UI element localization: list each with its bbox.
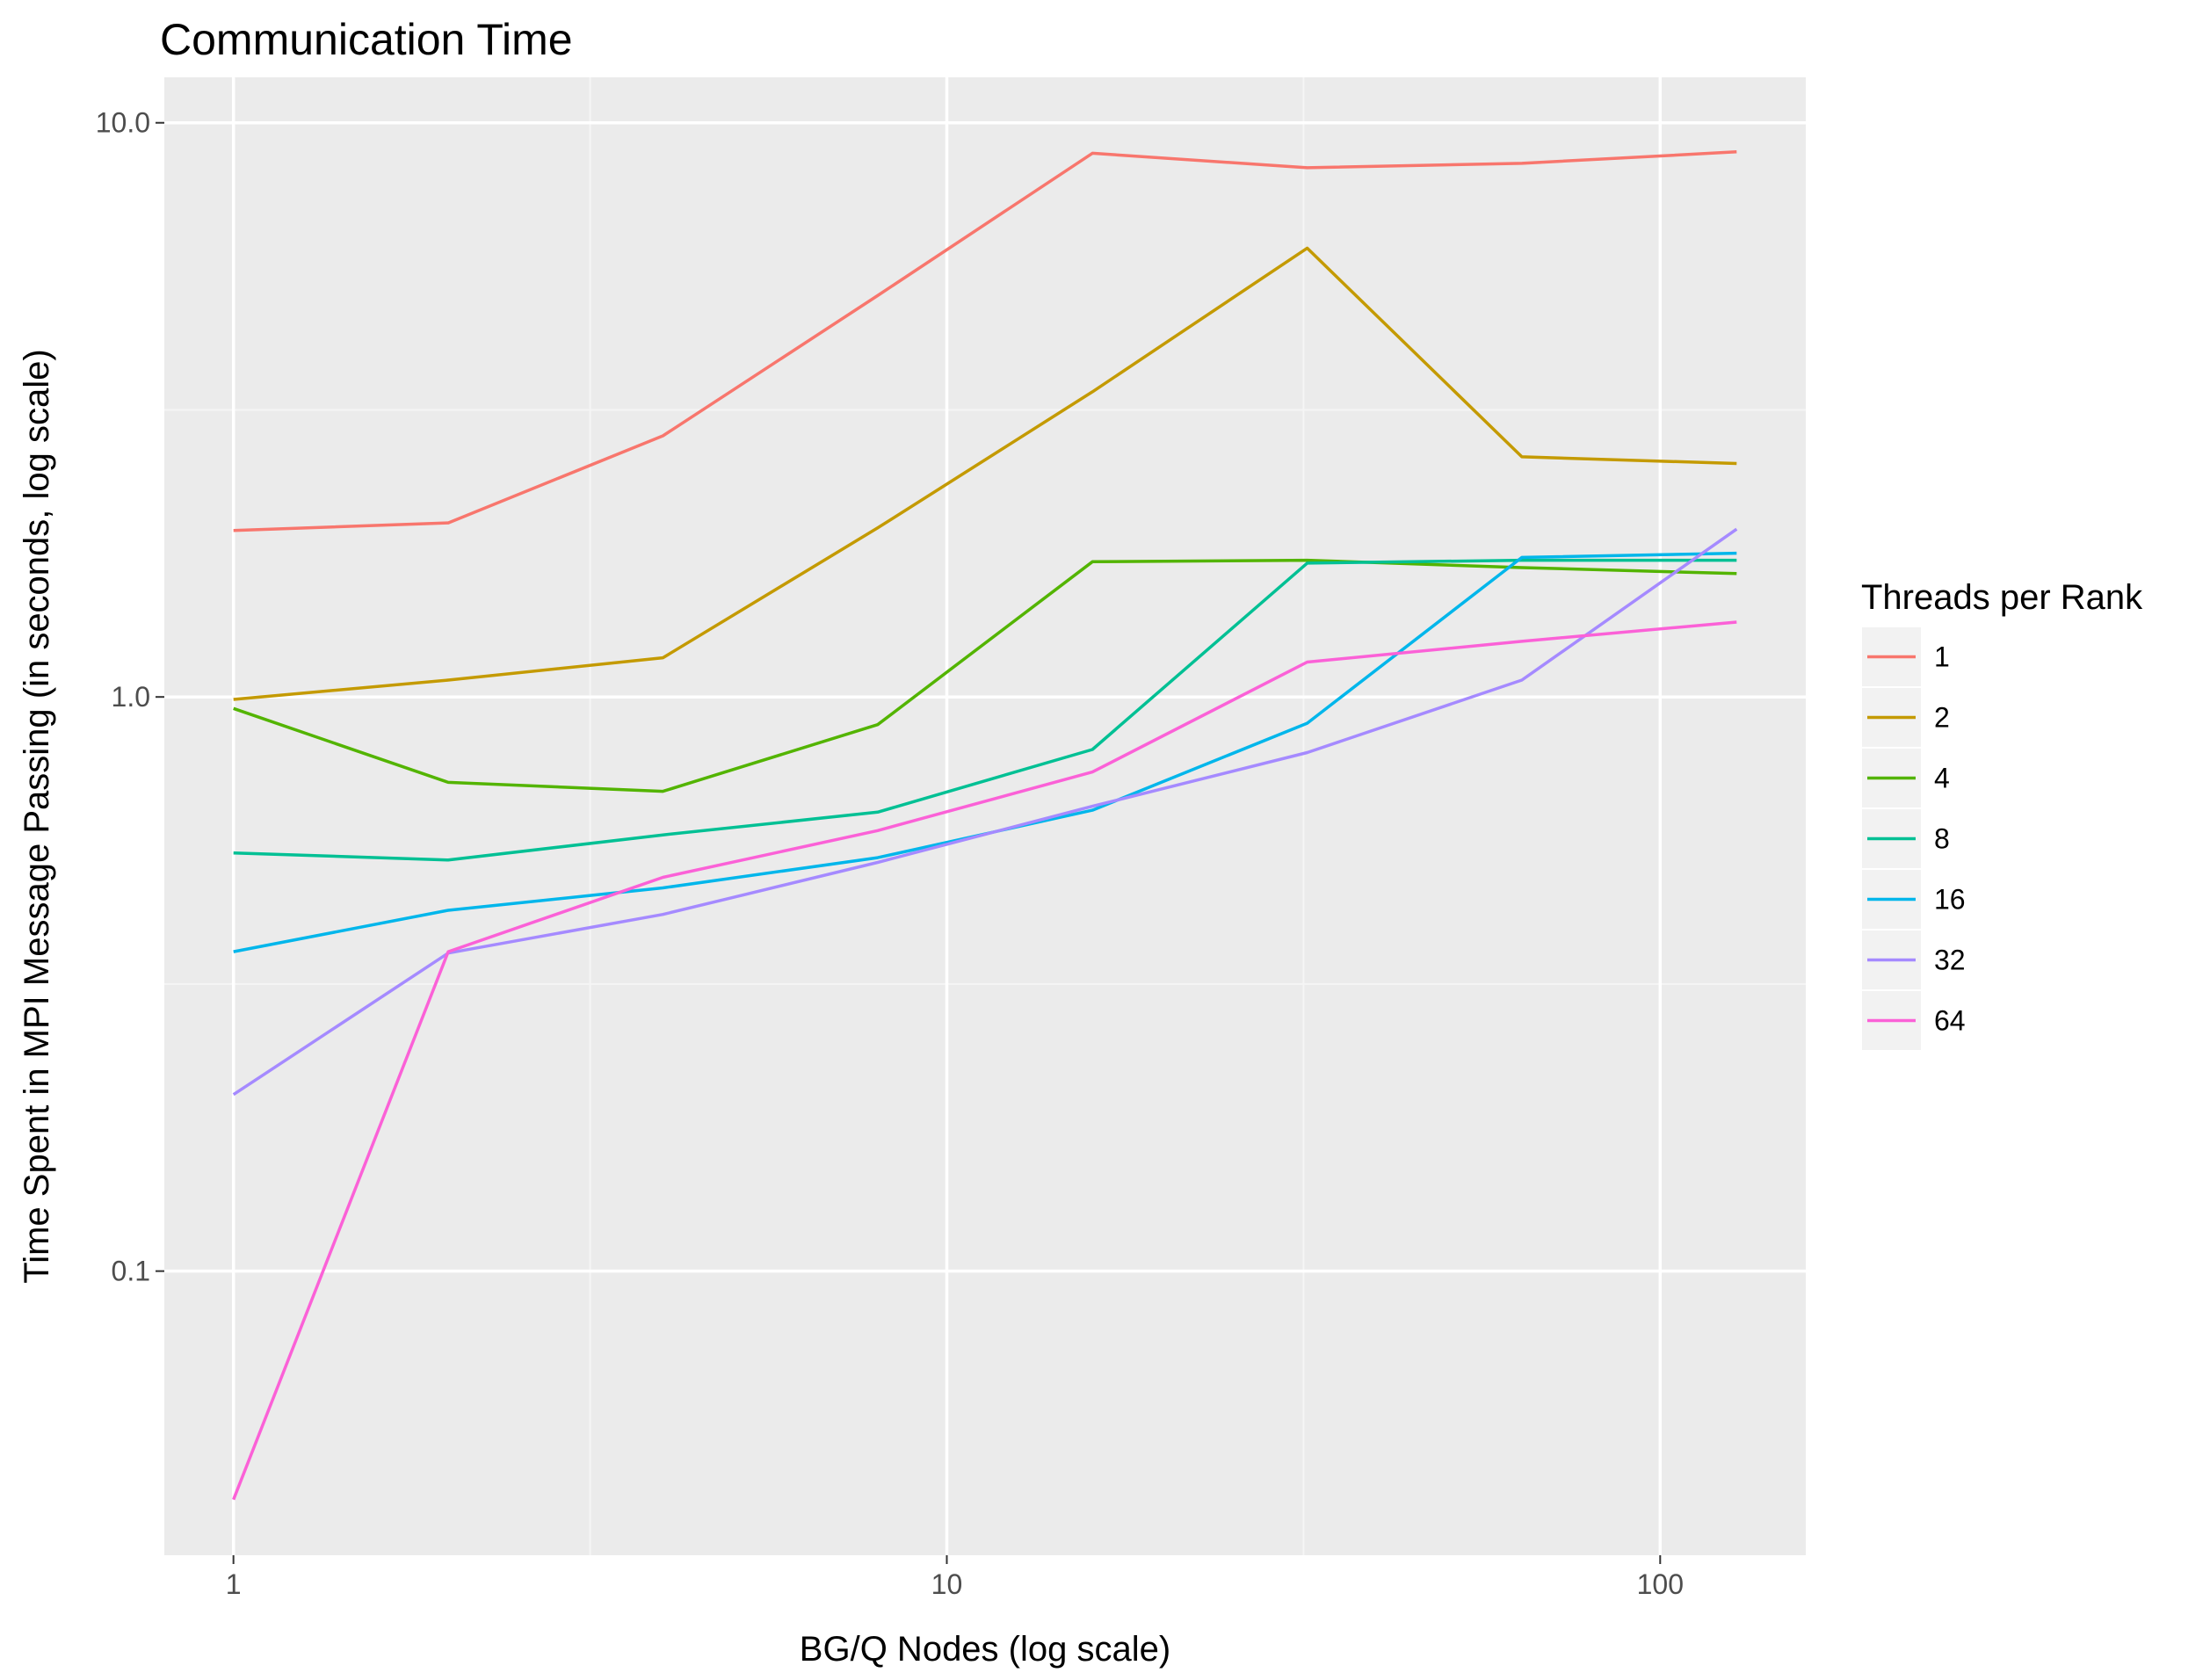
- y-axis-title: Time Spent in MPI Message Passing (in se…: [18, 349, 56, 1283]
- y-axis: 0.1 1.0 10.0: [96, 107, 164, 1287]
- series-line-2: [233, 246, 1737, 701]
- x-tick-label: 10: [931, 1568, 963, 1600]
- x-axis: 1 10 100: [226, 1555, 1684, 1600]
- plot-panel: [164, 77, 1806, 1555]
- y-tick-label: 0.1: [112, 1256, 150, 1287]
- series-line-64: [232, 620, 1737, 1501]
- legend-label-1: 1: [1934, 641, 1950, 673]
- legend-label-4: 4: [1934, 763, 1950, 794]
- legend-label-8: 8: [1934, 823, 1950, 855]
- grid-minor: [164, 77, 1806, 1555]
- legend-label-2: 2: [1934, 702, 1950, 734]
- grid-major: [164, 77, 1806, 1555]
- legend-label-32: 32: [1934, 945, 1966, 976]
- series-line-32: [232, 527, 1738, 1097]
- legend-label-16: 16: [1934, 884, 1966, 916]
- legend-title: Threads per Rank: [1861, 578, 2143, 617]
- chart-title: Communication Time: [160, 15, 573, 64]
- y-tick-label: 10.0: [96, 107, 150, 139]
- series-line-8: [233, 558, 1737, 862]
- legend-items: 1 2 4 8 16 32 64: [1860, 626, 1966, 1052]
- legend-label-64: 64: [1934, 1005, 1966, 1037]
- x-axis-title: BG/Q Nodes (log scale): [800, 1630, 1170, 1669]
- series-line-1: [233, 150, 1737, 532]
- x-tick-label: 1: [226, 1568, 242, 1600]
- y-tick-label: 1.0: [112, 681, 150, 713]
- series-lines: [232, 150, 1738, 1501]
- x-tick-label: 100: [1637, 1568, 1684, 1600]
- legend: Threads per Rank 1 2 4 8 16 32 64: [1860, 578, 2143, 1052]
- series-line-4: [233, 558, 1737, 793]
